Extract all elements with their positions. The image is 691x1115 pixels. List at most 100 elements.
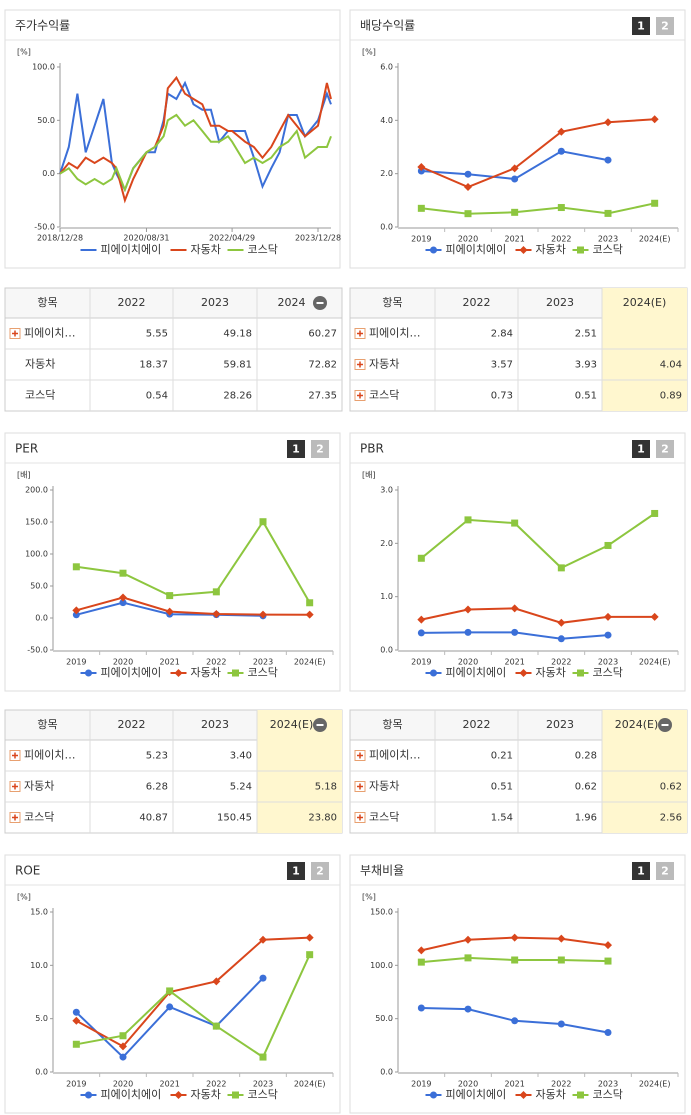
tab-button[interactable] (311, 862, 329, 880)
point (72, 611, 80, 619)
point (464, 605, 472, 614)
table-cell: 0.62 (575, 782, 597, 793)
series-line (76, 596, 310, 616)
x-tick-label: 2021 (159, 1080, 179, 1089)
point (557, 934, 566, 943)
point (557, 635, 565, 643)
tab-button[interactable] (287, 862, 305, 880)
point (557, 618, 566, 627)
table-cell: 72.82 (308, 360, 337, 371)
x-tick-label: 2023 (598, 1080, 618, 1089)
y-tick-label: 0.0 (380, 646, 393, 655)
table-cell: 0.89 (660, 391, 682, 402)
legend-marker (174, 1091, 183, 1099)
legend-label: 자동차 (191, 666, 221, 679)
y-tick-label: 5.0 (35, 1014, 48, 1023)
chart-title: 주가수익률 (15, 19, 70, 33)
point (166, 1003, 174, 1011)
table-cell: 23.80 (308, 813, 337, 824)
unit-label: [%] (362, 893, 376, 902)
series-line (75, 936, 310, 1048)
point (557, 204, 565, 212)
point (119, 1042, 127, 1051)
point (259, 1053, 267, 1061)
legend-marker (85, 1091, 92, 1099)
point (72, 1040, 80, 1048)
point (72, 1016, 81, 1025)
chart-title: 배당수익률 (360, 19, 415, 33)
tab-button[interactable] (656, 440, 674, 458)
table-header: 항목 (382, 718, 402, 731)
point (604, 957, 612, 965)
point (212, 609, 221, 618)
row-label: 코스닥 (369, 811, 399, 824)
point (557, 127, 566, 136)
series-line (59, 75, 332, 204)
tab-button[interactable] (632, 862, 650, 880)
y-tick-label: 0.0 (380, 1068, 393, 1077)
tab-label: 2 (316, 865, 324, 878)
panel (4, 9, 341, 269)
table-cell: 28.26 (223, 391, 252, 402)
point (464, 954, 472, 962)
table-cell: 1.54 (491, 813, 513, 824)
legend-label: 코스닥 (593, 666, 623, 679)
tab-label: 2 (661, 20, 669, 33)
table-cell: 0.28 (575, 751, 597, 762)
y-tick-label: 2.0 (380, 169, 393, 178)
point (511, 1017, 519, 1025)
tab-button[interactable] (632, 17, 650, 35)
tab-label: 1 (637, 443, 645, 456)
y-tick-label: 200.0 (25, 486, 48, 495)
tab-button[interactable] (656, 862, 674, 880)
point (259, 935, 267, 944)
point (417, 958, 425, 966)
x-tick-label: 2022 (206, 658, 226, 667)
x-tick-label: 2024(E) (639, 1080, 671, 1089)
point (119, 569, 127, 577)
row-label: 피에이치… (24, 749, 75, 762)
tab-button[interactable] (632, 440, 650, 458)
table-header: 2022 (463, 718, 491, 731)
point (464, 210, 472, 218)
legend-marker (519, 669, 528, 677)
tab-label: 1 (292, 865, 300, 878)
point (417, 554, 425, 562)
table-cell: 3.57 (491, 360, 513, 371)
point (464, 628, 472, 636)
point (212, 1022, 220, 1030)
unit-label: [배] (17, 471, 31, 480)
expand-plus (12, 330, 18, 337)
tab-button[interactable] (311, 440, 329, 458)
point (119, 593, 127, 602)
tab-button[interactable] (287, 440, 305, 458)
legend-label: 코스닥 (248, 1088, 278, 1101)
point (557, 564, 565, 572)
legend-marker (430, 669, 437, 677)
legend-label: 코스닥 (248, 243, 278, 256)
y-tick-label: 3.0 (380, 486, 393, 495)
tab-label: 1 (637, 865, 645, 878)
tab-button[interactable] (656, 17, 674, 35)
point (604, 1029, 612, 1037)
y-tick-label: 0.0 (42, 169, 55, 178)
point (651, 199, 659, 207)
point (511, 956, 519, 964)
x-tick-label: 2020 (113, 658, 133, 667)
legend-label: 자동차 (536, 1088, 566, 1101)
y-tick-label: 15.0 (30, 908, 48, 917)
point (306, 951, 314, 959)
x-tick-label: 2023 (598, 235, 618, 244)
point (604, 631, 612, 639)
point (464, 935, 472, 944)
x-tick-label: 2024(E) (639, 235, 671, 244)
row-label: 자동차 (25, 358, 55, 371)
table-header: 항목 (37, 718, 57, 731)
legend-marker (85, 669, 92, 677)
point (510, 164, 519, 173)
series-line (59, 80, 332, 193)
table-header: 2023 (546, 718, 574, 731)
legend-label: 피에이치에이 (446, 243, 507, 256)
x-tick-label: 2021 (504, 1080, 524, 1089)
y-tick-label: 0.0 (380, 223, 393, 232)
